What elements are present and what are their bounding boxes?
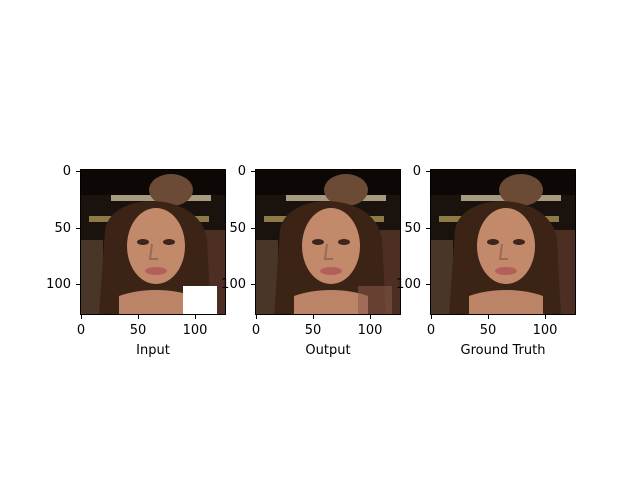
- y-tick-mark: [251, 228, 255, 229]
- y-tick-label: 100: [396, 277, 421, 292]
- image-axes: [255, 169, 401, 315]
- y-tick-mark: [76, 284, 80, 285]
- y-tick-mark: [76, 228, 80, 229]
- x-tick-mark: [488, 315, 489, 319]
- x-tick-label: 50: [304, 323, 322, 338]
- x-tick-mark: [431, 315, 432, 319]
- y-tick-mark: [426, 171, 430, 172]
- face-image: [81, 170, 225, 314]
- image-axes: [80, 169, 226, 315]
- x-tick-mark: [370, 315, 371, 319]
- x-tick-label: 50: [129, 323, 147, 338]
- y-tick-mark: [76, 171, 80, 172]
- panel-ground-truth: 0 50 100 0 50 100 Ground Truth: [396, 165, 576, 358]
- face-image: [256, 170, 400, 314]
- x-axis-label: Output: [305, 343, 351, 358]
- y-tick-label: 0: [237, 164, 246, 179]
- y-tick-label: 0: [62, 164, 71, 179]
- occlusion-patch: [183, 286, 217, 314]
- x-tick-mark: [81, 315, 82, 319]
- x-tick-label: 50: [479, 323, 497, 338]
- panel-input: 0 50 100 0 50 100 Input: [46, 165, 226, 358]
- y-tick-mark: [426, 284, 430, 285]
- y-tick-label: 50: [404, 221, 421, 236]
- x-tick-mark: [313, 315, 314, 319]
- panel-output: 0 50 100 0 50 100 Output: [221, 165, 401, 358]
- x-axis-label: Ground Truth: [460, 343, 546, 358]
- x-tick-label: 0: [251, 323, 261, 338]
- x-tick-mark: [195, 315, 196, 319]
- image-axes: [430, 169, 576, 315]
- y-tick-label: 50: [54, 221, 71, 236]
- x-tick-mark: [256, 315, 257, 319]
- x-axis-label: Input: [136, 343, 170, 358]
- x-tick-label: 100: [532, 323, 558, 338]
- x-tick-mark: [138, 315, 139, 319]
- y-tick-label: 100: [46, 277, 71, 292]
- y-tick-label: 100: [221, 277, 246, 292]
- y-tick-label: 50: [229, 221, 246, 236]
- x-tick-mark: [545, 315, 546, 319]
- y-tick-mark: [251, 284, 255, 285]
- face-image: [431, 170, 575, 314]
- x-tick-label: 100: [357, 323, 383, 338]
- y-tick-label: 0: [412, 164, 421, 179]
- y-tick-mark: [426, 228, 430, 229]
- x-tick-label: 0: [426, 323, 436, 338]
- x-tick-label: 0: [76, 323, 86, 338]
- y-tick-mark: [251, 171, 255, 172]
- x-tick-label: 100: [182, 323, 208, 338]
